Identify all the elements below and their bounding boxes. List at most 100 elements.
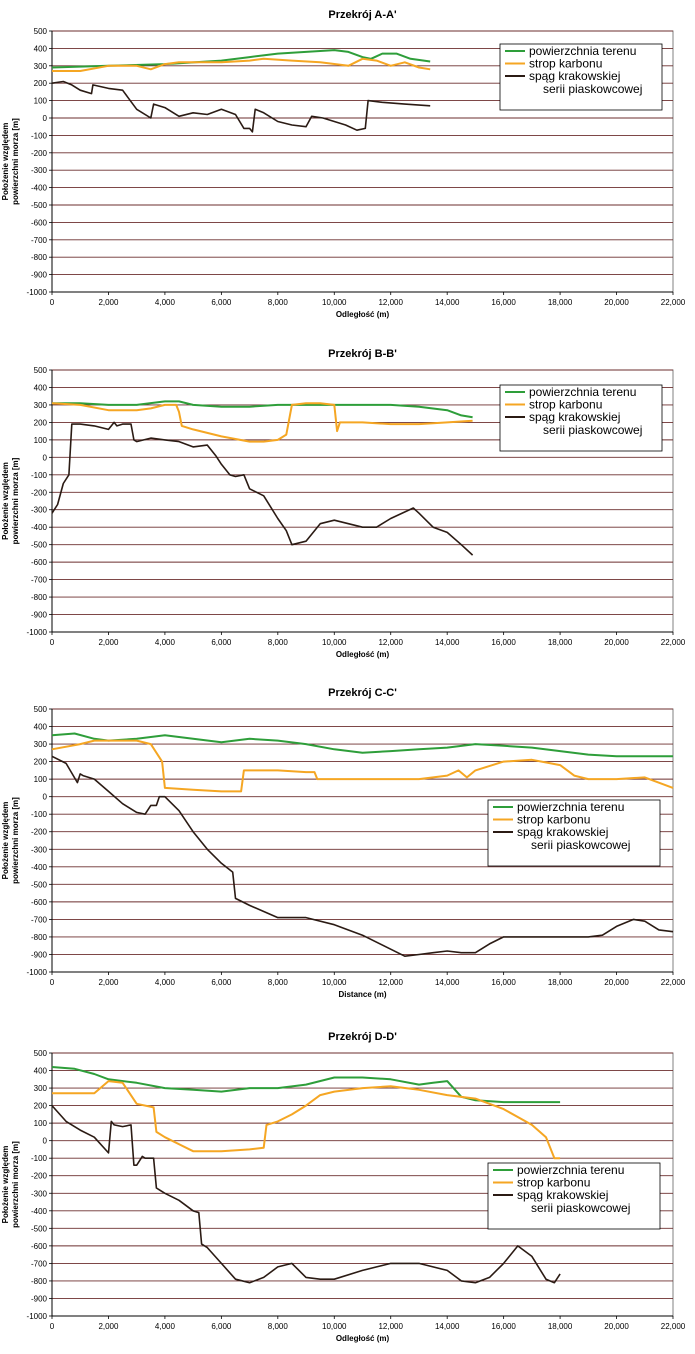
- series-line-sandstone: [51, 755, 674, 958]
- y-tick-label: -700: [31, 236, 48, 245]
- x-axis-label: Odległość (m): [336, 310, 390, 319]
- y-tick-label: -1000: [27, 628, 48, 637]
- series-line-terrain: [52, 400, 473, 419]
- x-tick-label: 4,000: [155, 298, 176, 307]
- y-tick-label: -100: [31, 471, 48, 480]
- x-tick-label: 18,000: [548, 978, 573, 987]
- y-axis-label: powierzchni morza [m]: [11, 457, 20, 544]
- y-tick-label: 200: [34, 758, 48, 767]
- legend-box: [499, 384, 663, 452]
- x-tick-label: 0: [50, 298, 55, 307]
- y-tick-label: -600: [31, 218, 48, 227]
- series-line-carbon: [51, 402, 473, 443]
- legend-label-carbon: strop karbonu: [529, 398, 602, 412]
- legend-label-terrain: powierzchnia terenu: [529, 385, 636, 399]
- series-line-carbon: [51, 739, 674, 793]
- y-tick-label: -300: [31, 166, 48, 175]
- y-tick-label: -700: [31, 576, 48, 585]
- y-tick-label: -200: [31, 149, 48, 158]
- y-tick-label: -200: [31, 828, 48, 837]
- y-tick-label: 500: [34, 366, 48, 375]
- y-tick-label: -1000: [27, 288, 48, 297]
- y-tick-label: 200: [34, 79, 48, 88]
- legend-label-carbon: strop karbonu: [529, 57, 602, 71]
- x-tick-label: 10,000: [322, 298, 347, 307]
- y-tick-label: 200: [34, 418, 48, 427]
- y-tick-label: 500: [34, 27, 48, 36]
- x-tick-label: 8,000: [268, 978, 289, 987]
- y-axis-label: powierzchni morza [m]: [11, 1141, 20, 1228]
- legend-label-terrain: powierzchnia terenu: [517, 800, 624, 814]
- x-tick-label: 6,000: [211, 1322, 232, 1331]
- chart-title: Przekrój C-C': [328, 687, 397, 699]
- legend-label-sandstone: serii piaskowcowej: [543, 82, 642, 96]
- y-tick-label: -800: [31, 1277, 48, 1286]
- x-tick-label: 16,000: [491, 978, 516, 987]
- x-tick-label: 8,000: [268, 298, 289, 307]
- y-tick-label: -500: [31, 541, 48, 550]
- y-tick-label: 300: [34, 401, 48, 410]
- y-tick-label: 400: [34, 383, 48, 392]
- x-tick-label: 4,000: [155, 978, 176, 987]
- x-tick-label: 14,000: [435, 638, 460, 647]
- x-tick-label: 18,000: [548, 638, 573, 647]
- y-tick-label: -700: [31, 915, 48, 924]
- x-axis-label: Odległość (m): [336, 650, 390, 659]
- y-tick-label: -400: [31, 523, 48, 532]
- chart-panel-1: Przekrój A-A'-1000-900-800-700-600-500-4…: [1, 9, 686, 319]
- y-tick-label: -600: [31, 898, 48, 907]
- y-tick-label: -300: [31, 1189, 48, 1198]
- x-tick-label: 6,000: [211, 298, 232, 307]
- x-tick-label: 2,000: [98, 298, 119, 307]
- y-tick-label: -100: [31, 131, 48, 140]
- y-tick-label: -800: [31, 593, 48, 602]
- legend-label-sandstone: serii piaskowcowej: [531, 1201, 630, 1215]
- y-tick-label: -400: [31, 1207, 48, 1216]
- series-line-terrain: [51, 732, 673, 758]
- y-tick-label: 100: [34, 1119, 48, 1128]
- y-tick-label: 300: [34, 1084, 48, 1093]
- y-tick-label: 300: [34, 62, 48, 71]
- y-tick-label: 400: [34, 723, 48, 732]
- y-axis-label: Położenie względem: [1, 462, 10, 540]
- x-tick-label: 22,000: [661, 638, 686, 647]
- y-tick-label: -900: [31, 271, 48, 280]
- x-tick-label: 20,000: [604, 978, 629, 987]
- x-tick-label: 4,000: [155, 1322, 176, 1331]
- y-tick-label: -300: [31, 845, 48, 854]
- series-line-sandstone: [51, 80, 431, 133]
- y-tick-label: -500: [31, 880, 48, 889]
- y-tick-label: -800: [31, 253, 48, 262]
- chart-panel-2: Przekrój B-B'-1000-900-800-700-600-500-4…: [1, 348, 686, 659]
- x-axis-label: Distance (m): [338, 990, 386, 999]
- chart-title: Przekrój B-B': [328, 348, 397, 360]
- y-tick-label: 500: [34, 1049, 48, 1058]
- x-tick-label: 20,000: [604, 638, 629, 647]
- chart-panel-4: Przekrój D-D'-1000-900-800-700-600-500-4…: [1, 1031, 686, 1343]
- y-tick-label: 400: [34, 1067, 48, 1076]
- series-line-carbon: [52, 1080, 561, 1160]
- y-tick-label: 100: [34, 436, 48, 445]
- x-tick-label: 10,000: [322, 638, 347, 647]
- chart-title: Przekrój D-D': [328, 1031, 397, 1043]
- x-tick-label: 16,000: [491, 1322, 516, 1331]
- y-tick-label: -300: [31, 506, 48, 515]
- series-line-sandstone: [51, 421, 474, 556]
- y-tick-label: 500: [34, 705, 48, 714]
- y-tick-label: 100: [34, 97, 48, 106]
- y-axis-label: Położenie względem: [1, 1146, 10, 1224]
- x-tick-label: 14,000: [435, 978, 460, 987]
- legend-box: [487, 799, 661, 867]
- legend-label-carbon: strop karbonu: [517, 813, 590, 827]
- y-tick-label: -900: [31, 950, 48, 959]
- x-tick-label: 20,000: [604, 298, 629, 307]
- x-tick-label: 12,000: [378, 638, 403, 647]
- legend-box: [499, 43, 663, 111]
- y-tick-label: -100: [31, 810, 48, 819]
- y-tick-label: 0: [43, 114, 48, 123]
- x-tick-label: 6,000: [211, 978, 232, 987]
- x-tick-label: 4,000: [155, 638, 176, 647]
- legend-label-sandstone: spąg krakowskiej: [517, 1188, 608, 1202]
